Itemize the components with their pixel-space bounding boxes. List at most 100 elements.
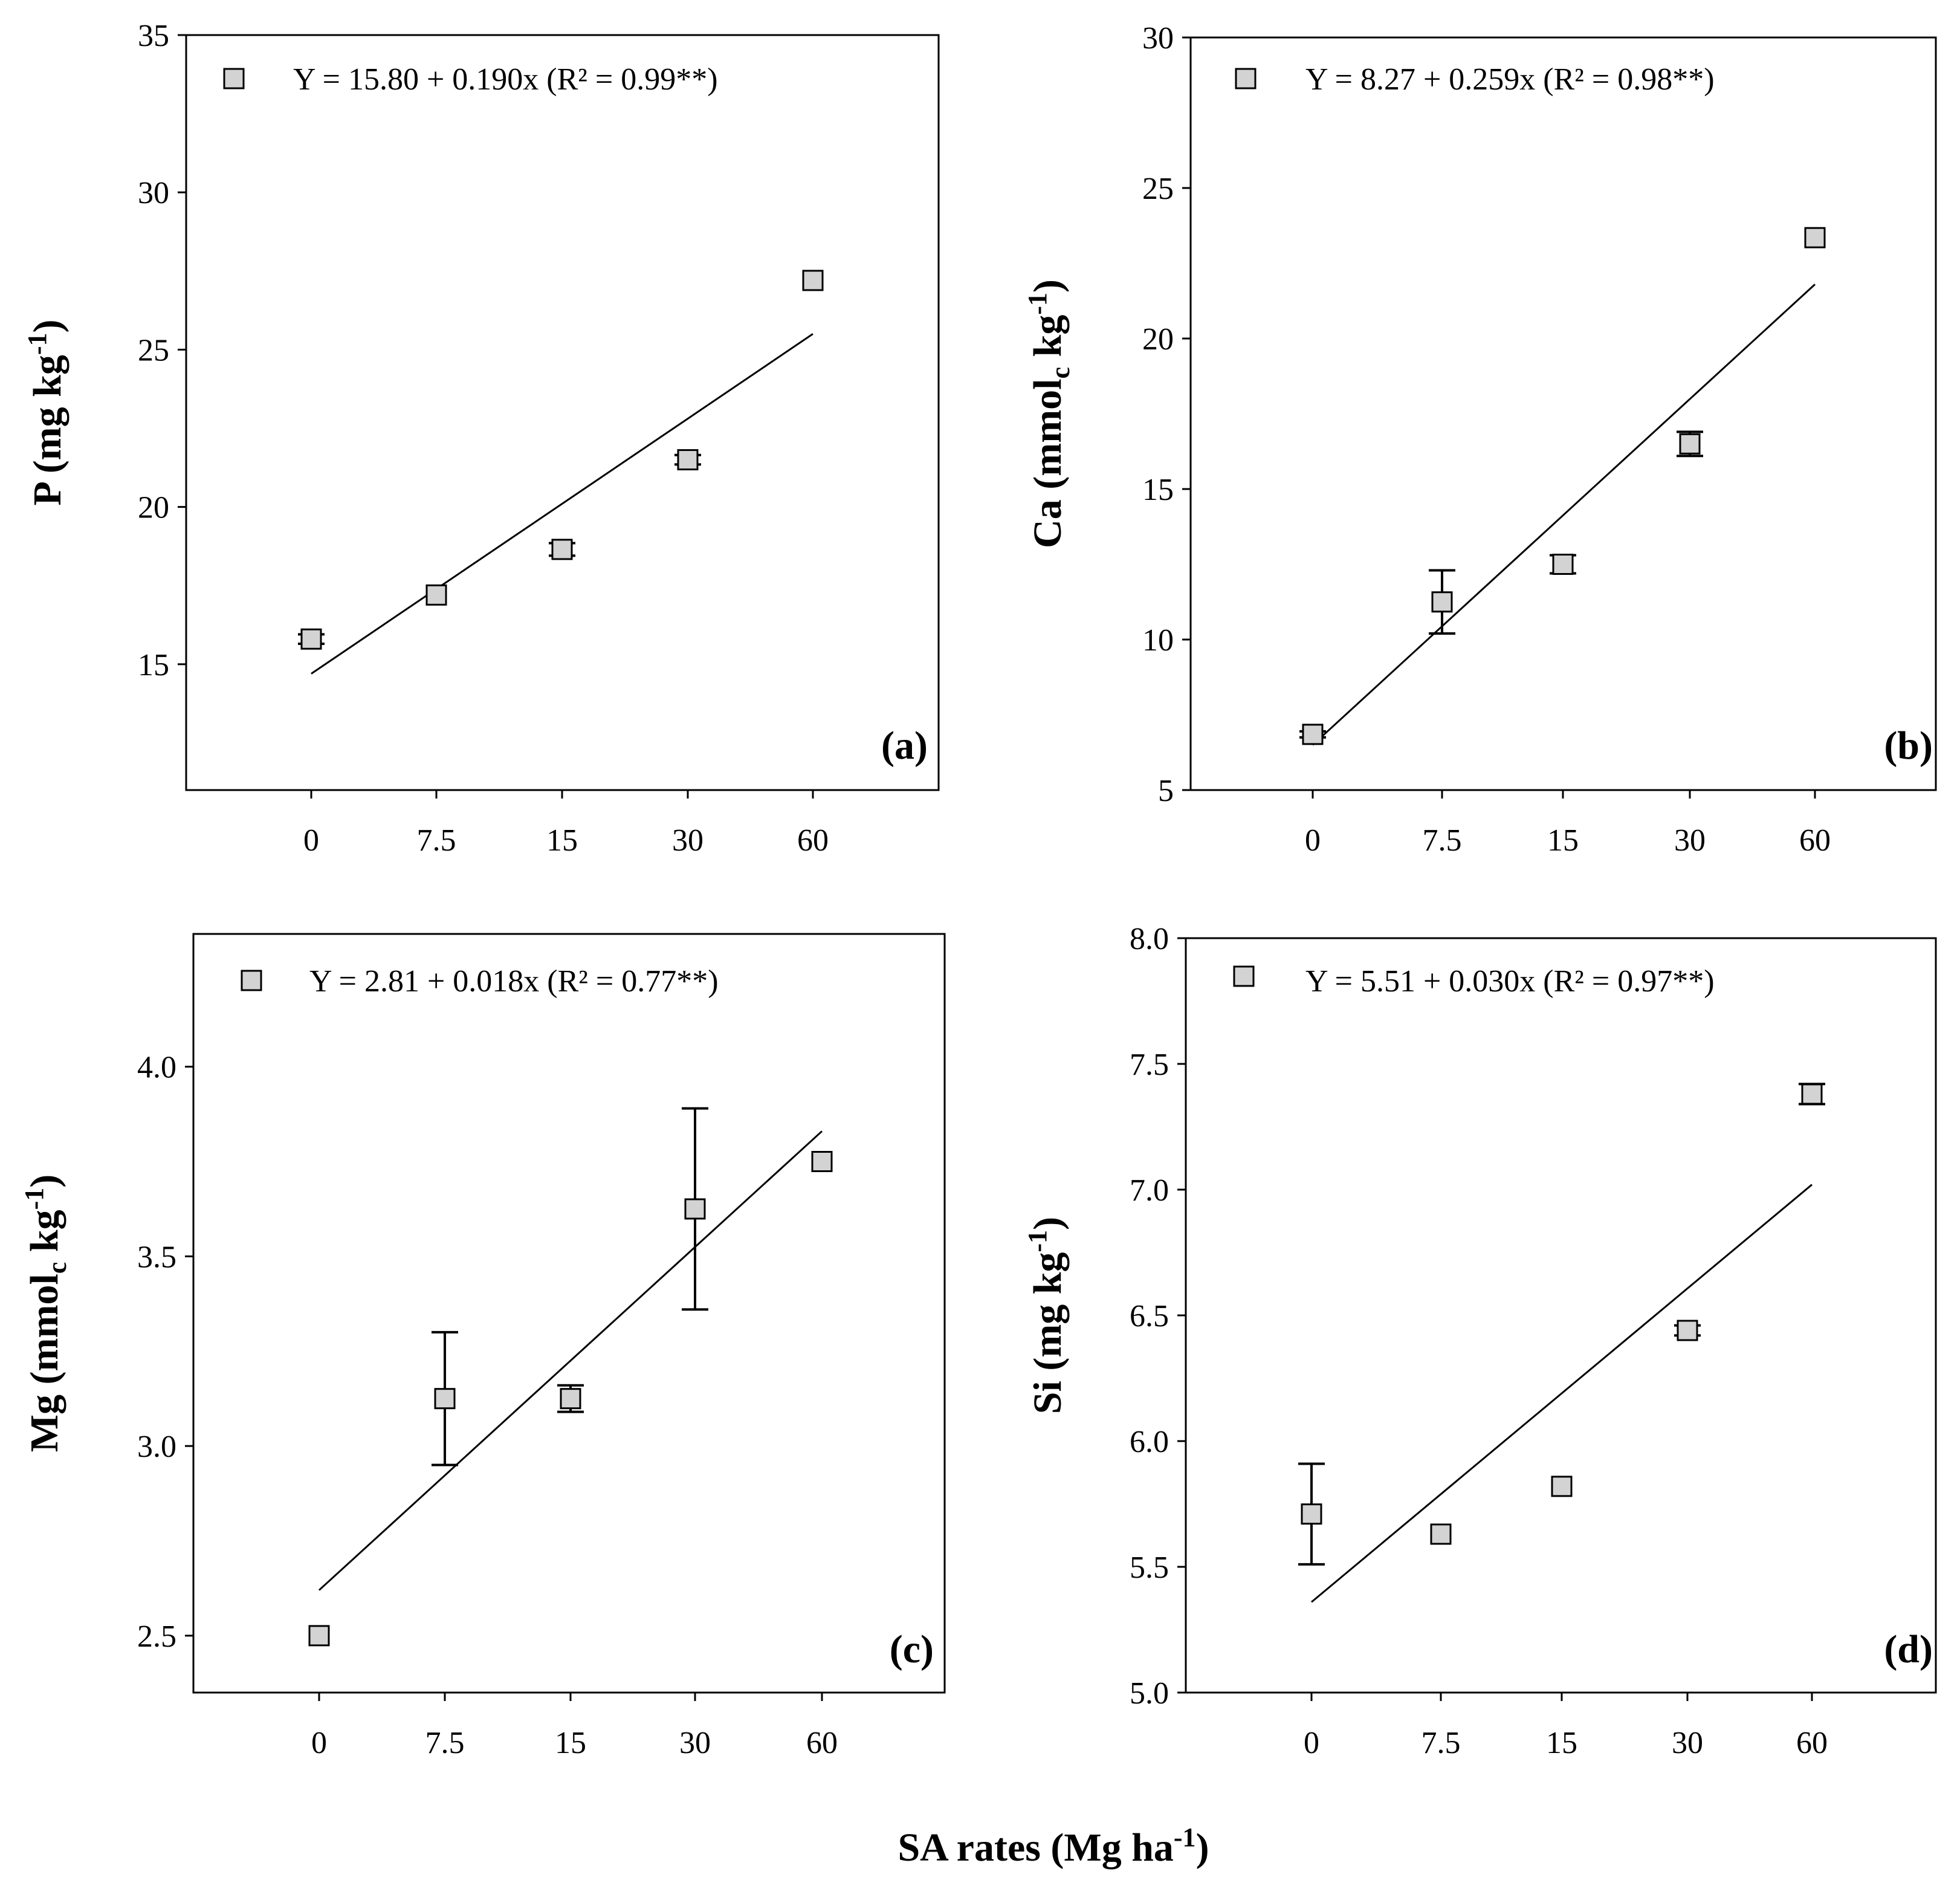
x-tick-label: 30 xyxy=(1674,823,1706,858)
chart-panel-1: 5 10 15 20 25 30 0 7.5 15 30 60 Y = 8.27 + 0.259x (… xyxy=(1023,21,1937,858)
panel-label: (c) xyxy=(890,1627,934,1671)
y-tick-label: 5.0 xyxy=(1130,1676,1169,1711)
legend-marker xyxy=(1235,68,1257,89)
data-point xyxy=(560,1388,581,1410)
data-point xyxy=(1551,1476,1573,1497)
y-axis-label-main: Mg (mmol xyxy=(22,1274,66,1452)
x-tick-label: 15 xyxy=(546,823,578,858)
regression-line xyxy=(1311,1184,1813,1603)
plot-frame xyxy=(1189,36,1937,791)
x-tick-label: 7.5 xyxy=(1423,823,1462,858)
regression-equation: Y = 5.51 + 0.030x (R² = 0.97**) xyxy=(1305,964,1715,999)
data-point xyxy=(802,270,824,291)
y-tick-label: 15 xyxy=(1142,473,1174,507)
y-axis-label-sub: c xyxy=(42,1262,72,1274)
x-tick-label: 30 xyxy=(1672,1726,1703,1760)
plot-frame xyxy=(192,933,946,1694)
y-tick-label: 20 xyxy=(138,491,169,525)
y-tick-label: 15 xyxy=(138,648,169,682)
plot-frame xyxy=(1185,937,1937,1694)
x-tick-label: 0 xyxy=(1304,1726,1319,1760)
y-tick-label: 6.0 xyxy=(1130,1425,1169,1459)
y-axis-label-end: ) xyxy=(1026,279,1070,293)
y-tick-label: 6.5 xyxy=(1130,1299,1169,1333)
y-tick-label: 5.5 xyxy=(1130,1551,1169,1585)
data-point xyxy=(1302,724,1324,745)
data-point xyxy=(308,1625,330,1647)
chart-panel-2: 2.5 3.0 3.5 4.0 0 7.5 15 30 60 Y = 2.81 + 0.018x … xyxy=(19,933,946,1760)
x-axis-label-end: ) xyxy=(1196,1826,1209,1870)
x-tick-label: 0 xyxy=(1305,823,1321,858)
regression-line xyxy=(1312,284,1816,746)
regression-equation: Y = 8.27 + 0.259x (R² = 0.98**) xyxy=(1305,62,1715,97)
regression-line xyxy=(318,1130,823,1591)
x-axis-label-sup: -1 xyxy=(1174,1823,1196,1852)
data-point xyxy=(434,1388,456,1410)
y-axis-label: Si (mg kg-1) xyxy=(1023,1217,1070,1414)
y-tick-label: 30 xyxy=(138,176,169,210)
y-tick-label: 20 xyxy=(1142,322,1174,357)
data-point xyxy=(684,1198,706,1220)
y-tick-label: 25 xyxy=(1142,172,1174,206)
panel-label: (a) xyxy=(881,724,928,768)
x-axis-label-main: SA rates (Mg ha xyxy=(898,1826,1173,1870)
legend-marker xyxy=(241,970,262,991)
data-point xyxy=(1804,227,1826,248)
y-axis-label: Mg (mmolc kg-1) xyxy=(19,1175,72,1452)
y-tick-label: 4.0 xyxy=(137,1051,176,1085)
panel-label: (d) xyxy=(1884,1627,1933,1671)
legend-marker xyxy=(223,68,245,89)
x-tick-label: 15 xyxy=(555,1726,586,1760)
data-point xyxy=(1431,591,1453,613)
x-tick-label: 7.5 xyxy=(1421,1726,1461,1760)
y-tick-label: 8.0 xyxy=(1130,922,1169,956)
data-point xyxy=(1552,554,1574,575)
x-tick-label: 0 xyxy=(303,823,319,858)
y-tick-label: 35 xyxy=(138,19,169,53)
y-axis-label-end: ) xyxy=(25,320,70,333)
data-point xyxy=(1301,1503,1322,1525)
y-axis-label: Ca (mmolc kg-1) xyxy=(1023,279,1075,548)
y-axis-label-sup: -1 xyxy=(22,332,52,355)
data-point xyxy=(1801,1083,1823,1105)
x-tick-label: 7.5 xyxy=(417,823,456,858)
y-axis-label-sup: -1 xyxy=(1023,1230,1052,1252)
y-axis-label-main: P (mg kg xyxy=(25,355,70,505)
y-axis-label-end: ) xyxy=(22,1175,66,1188)
y-tick-label: 3.5 xyxy=(137,1240,176,1274)
shared-x-axis-label: SA rates (Mg ha-1) xyxy=(898,1823,1209,1870)
regression-equation: Y = 2.81 + 0.018x (R² = 0.77**) xyxy=(309,964,719,999)
data-point xyxy=(1677,1320,1698,1341)
chart-panel-0: 15 20 25 30 35 0 7.5 15 30 60 Y = 15.80 + 0.190x (… xyxy=(22,19,940,858)
y-axis-label-sup: -1 xyxy=(19,1188,49,1210)
data-point xyxy=(551,539,573,560)
x-tick-label: 15 xyxy=(1546,1726,1577,1760)
data-point xyxy=(677,449,699,471)
regression-equation: Y = 15.80 + 0.190x (R² = 0.99**) xyxy=(293,62,718,97)
y-tick-label: 7.0 xyxy=(1130,1173,1169,1208)
data-point xyxy=(1679,433,1701,455)
x-tick-label: 15 xyxy=(1547,823,1579,858)
y-tick-label: 2.5 xyxy=(137,1619,176,1654)
y-tick-label: 5 xyxy=(1158,774,1174,808)
x-tick-label: 7.5 xyxy=(425,1726,465,1760)
y-tick-label: 25 xyxy=(138,333,169,368)
y-tick-label: 3.0 xyxy=(137,1430,176,1464)
x-tick-label: 60 xyxy=(797,823,829,858)
data-point xyxy=(1430,1523,1452,1545)
y-axis-label-end: ) xyxy=(1026,1217,1070,1230)
y-axis-label: P (mg kg-1) xyxy=(22,320,70,506)
x-tick-label: 0 xyxy=(311,1726,327,1760)
x-tick-label: 60 xyxy=(806,1726,838,1760)
y-tick-label: 30 xyxy=(1142,21,1174,56)
data-point xyxy=(811,1151,833,1172)
y-tick-label: 7.5 xyxy=(1130,1048,1169,1082)
legend-marker xyxy=(1233,965,1255,987)
data-point xyxy=(300,628,322,650)
regression-line xyxy=(311,333,813,675)
y-axis-label-sub: c xyxy=(1046,367,1075,379)
y-axis-label-main: Ca (mmol xyxy=(1026,378,1070,548)
y-axis-label-main: Si (mg kg xyxy=(1026,1252,1070,1414)
panel-label: (b) xyxy=(1884,724,1933,768)
